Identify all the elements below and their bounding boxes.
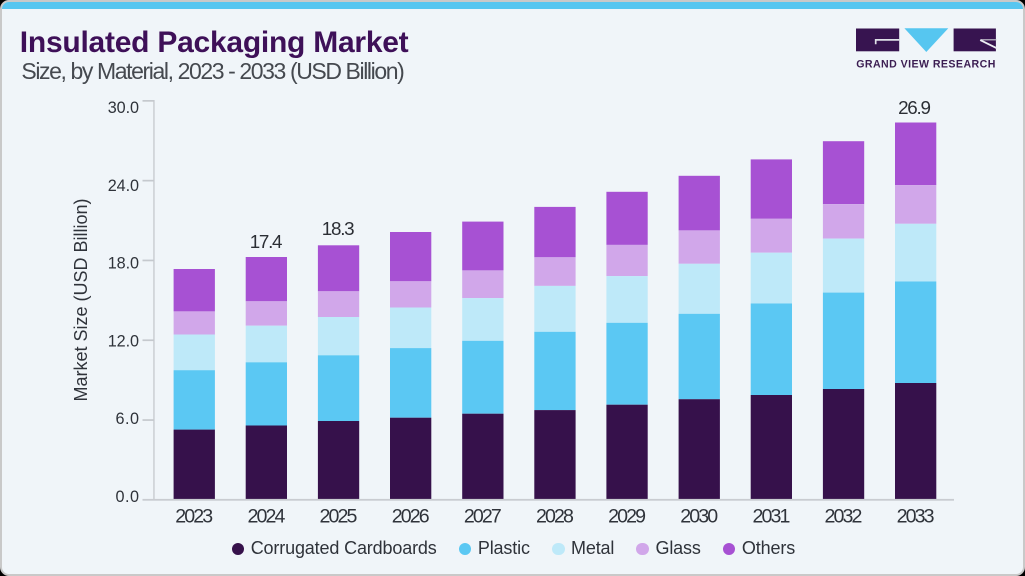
- svg-text:Market Size (USD Billion): Market Size (USD Billion): [70, 199, 91, 402]
- svg-text:2031: 2031: [752, 505, 790, 527]
- svg-text:2024: 2024: [247, 505, 285, 527]
- svg-text:0.0: 0.0: [116, 488, 140, 506]
- svg-text:17.4: 17.4: [250, 231, 283, 252]
- svg-text:2027: 2027: [464, 505, 502, 527]
- svg-text:2026: 2026: [392, 505, 430, 527]
- svg-text:6.0: 6.0: [116, 410, 140, 428]
- svg-text:12.0: 12.0: [108, 332, 139, 350]
- svg-text:2033: 2033: [897, 505, 935, 527]
- svg-text:2023: 2023: [175, 505, 213, 527]
- svg-text:2025: 2025: [320, 505, 358, 527]
- svg-text:24.0: 24.0: [108, 177, 139, 195]
- svg-text:2029: 2029: [608, 505, 646, 527]
- svg-text:2032: 2032: [825, 505, 863, 527]
- svg-text:2030: 2030: [680, 505, 718, 527]
- svg-text:18.0: 18.0: [108, 255, 139, 273]
- svg-text:2028: 2028: [536, 505, 574, 527]
- svg-text:30.0: 30.0: [108, 99, 139, 117]
- svg-text:GRAND VIEW RESEARCH: GRAND VIEW RESEARCH: [856, 59, 996, 71]
- svg-text:18.3: 18.3: [322, 218, 355, 239]
- svg-text:26.9: 26.9: [898, 97, 931, 118]
